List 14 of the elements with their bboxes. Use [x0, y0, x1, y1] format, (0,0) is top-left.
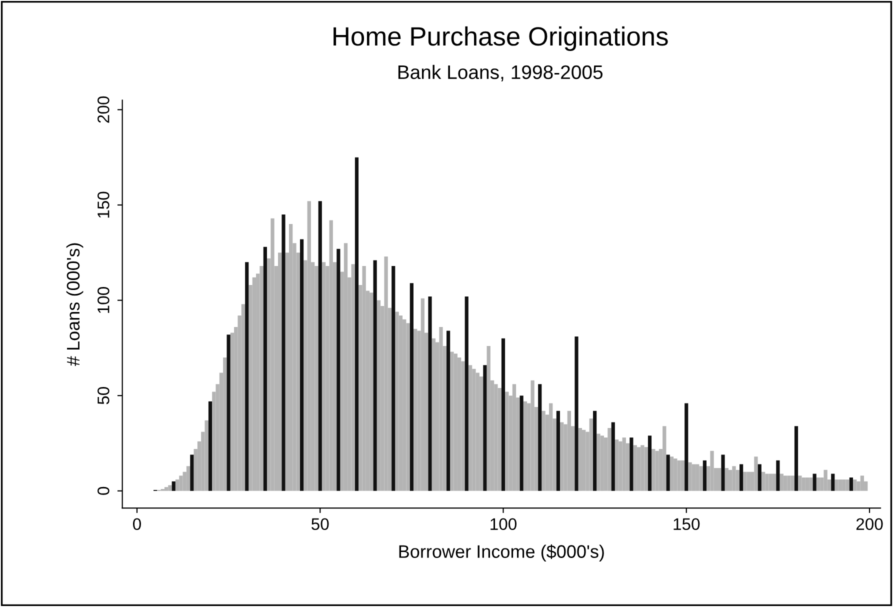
- y-tick-label: 0: [98, 486, 110, 495]
- x-tick-label: 50: [312, 518, 329, 530]
- x-tick-label: 150: [674, 518, 700, 530]
- x-axis-title: Borrower Income ($000's): [399, 544, 604, 562]
- x-tick-label: 200: [856, 518, 883, 530]
- x-tick-label: 100: [490, 518, 517, 530]
- y-tick-label: 100: [98, 287, 110, 313]
- y-axis-title: # Loans (000's): [66, 243, 84, 366]
- chart-subtitle: Bank Loans, 1998-2005: [398, 64, 603, 82]
- y-tick-label: 200: [98, 96, 110, 123]
- y-tick-label: 150: [98, 192, 110, 218]
- y-tick-label: 50: [98, 386, 110, 404]
- x-tick-label: 0: [133, 518, 141, 530]
- chart-title: Home Purchase Originations: [334, 26, 668, 51]
